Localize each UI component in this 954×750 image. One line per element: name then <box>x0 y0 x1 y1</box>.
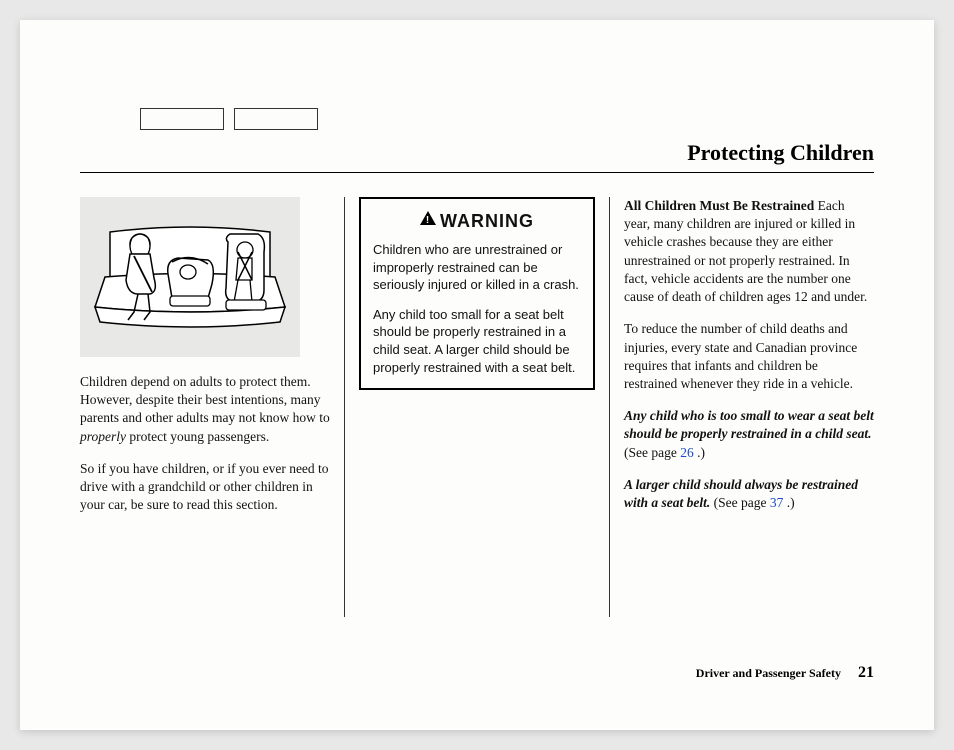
warning-box: ! WARNING Children who are unrestrained … <box>359 197 595 390</box>
col1-p1-text-b: protect young passengers. <box>126 429 269 444</box>
child-seat-illustration <box>80 197 300 357</box>
note1-page-link[interactable]: 26 <box>680 445 694 460</box>
col3-paragraph-1: All Children Must Be Restrained Each yea… <box>624 197 874 306</box>
page-title: Protecting Children <box>80 140 874 166</box>
warning-header: ! WARNING <box>373 209 581 233</box>
warning-p1: Children who are unrestrained or imprope… <box>373 241 581 294</box>
illustration-svg <box>90 202 290 352</box>
svg-text:!: ! <box>426 215 430 225</box>
top-nav-boxes <box>140 108 318 130</box>
col1-p1-italic: properly <box>80 429 126 444</box>
warning-triangle-icon: ! <box>420 210 436 232</box>
column-2: ! WARNING Children who are unrestrained … <box>345 197 609 617</box>
note2-plain: (See page <box>710 495 770 510</box>
page-footer: Driver and Passenger Safety 21 <box>696 664 874 682</box>
warning-p2: Any child too small for a seat belt shou… <box>373 306 581 376</box>
note1-bold: Any child who is too small to wear a sea… <box>624 408 874 441</box>
nav-box-2[interactable] <box>234 108 318 130</box>
manual-page: Protecting Children <box>20 20 934 730</box>
col1-p1-text-a: Children depend on adults to protect the… <box>80 374 330 425</box>
col3-paragraph-2: To reduce the number of child deaths and… <box>624 320 874 393</box>
note1-end: .) <box>694 445 705 460</box>
col3-heading: All Children Must Be Restrained <box>624 198 814 213</box>
col3-note-1: Any child who is too small to wear a sea… <box>624 407 874 462</box>
note2-end: .) <box>783 495 794 510</box>
col1-paragraph-2: So if you have children, or if you ever … <box>80 460 330 515</box>
warning-label: WARNING <box>440 209 534 233</box>
nav-box-1[interactable] <box>140 108 224 130</box>
content-columns: Children depend on adults to protect the… <box>80 197 874 617</box>
column-3: All Children Must Be Restrained Each yea… <box>610 197 874 617</box>
footer-section-name: Driver and Passenger Safety <box>696 666 841 680</box>
note2-page-link[interactable]: 37 <box>770 495 784 510</box>
col1-paragraph-1: Children depend on adults to protect the… <box>80 373 330 446</box>
col3-p1-text: Each year, many children are injured or … <box>624 198 867 304</box>
col3-note-2: A larger child should always be restrain… <box>624 476 874 512</box>
column-1: Children depend on adults to protect the… <box>80 197 344 617</box>
note1-plain: (See page <box>624 445 680 460</box>
footer-page-number: 21 <box>858 664 874 681</box>
page-header: Protecting Children <box>80 140 874 173</box>
